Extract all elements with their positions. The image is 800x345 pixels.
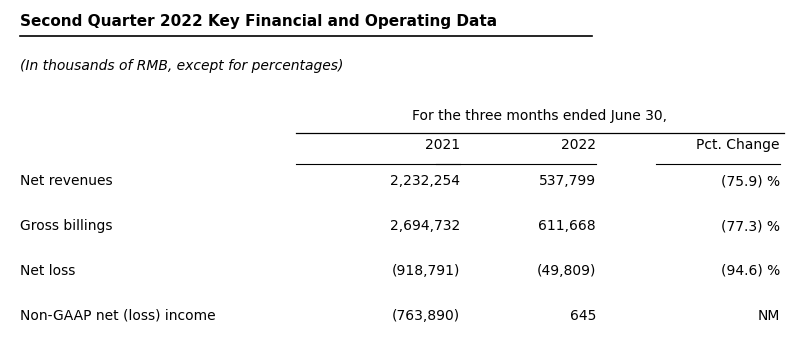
Text: Non-GAAP net (loss) income: Non-GAAP net (loss) income [20,309,216,323]
Text: NM: NM [758,309,780,323]
Text: (49,809): (49,809) [537,264,596,278]
Text: (94.6) %: (94.6) % [721,264,780,278]
Text: (918,791): (918,791) [392,264,460,278]
Text: 2,694,732: 2,694,732 [390,219,460,233]
Text: (In thousands of RMB, except for percentages): (In thousands of RMB, except for percent… [20,59,343,73]
Text: (75.9) %: (75.9) % [721,174,780,188]
Text: 2021: 2021 [425,138,460,152]
Text: Gross billings: Gross billings [20,219,113,233]
Text: Second Quarter 2022 Key Financial and Operating Data: Second Quarter 2022 Key Financial and Op… [20,14,497,29]
Text: Net revenues: Net revenues [20,174,113,188]
Text: Net loss: Net loss [20,264,75,278]
Text: For the three months ended June 30,: For the three months ended June 30, [413,109,667,123]
Text: Pct. Change: Pct. Change [697,138,780,152]
Text: (763,890): (763,890) [392,309,460,323]
Text: (77.3) %: (77.3) % [721,219,780,233]
Text: 2,232,254: 2,232,254 [390,174,460,188]
Text: 2022: 2022 [561,138,596,152]
Text: 537,799: 537,799 [539,174,596,188]
Text: 611,668: 611,668 [538,219,596,233]
Text: 645: 645 [570,309,596,323]
